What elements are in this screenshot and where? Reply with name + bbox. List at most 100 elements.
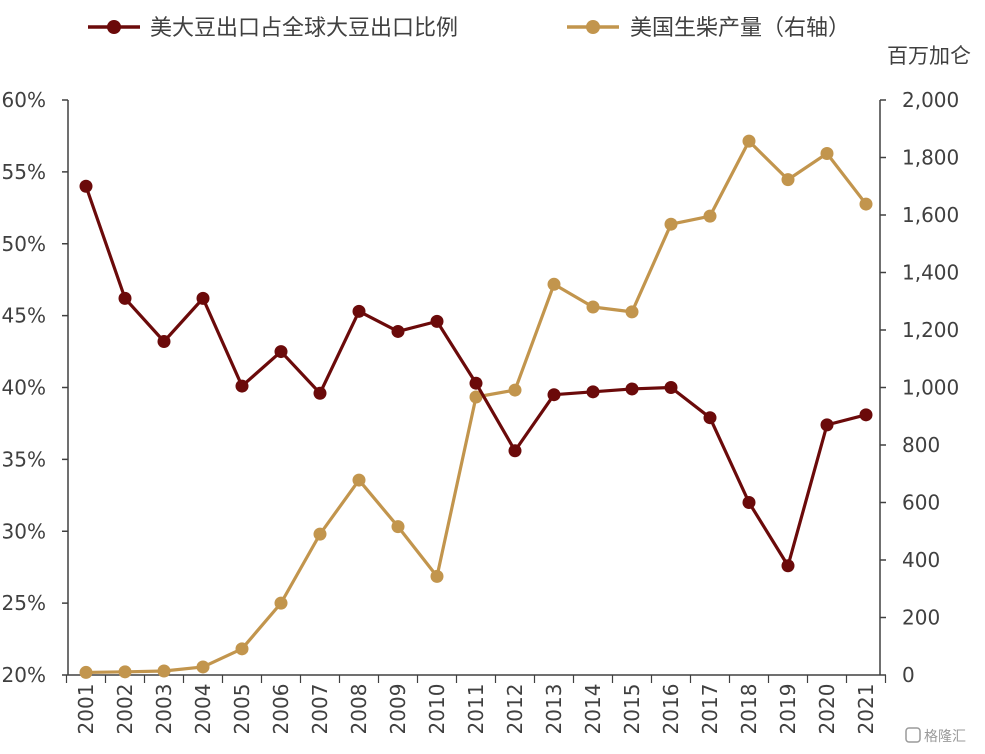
series-1-point bbox=[274, 345, 288, 359]
watermark-logo-icon bbox=[905, 727, 921, 743]
series-2-point bbox=[157, 664, 171, 678]
series-1-point bbox=[664, 381, 678, 394]
series-2-point bbox=[508, 383, 522, 397]
x-tick-label: 2009 bbox=[386, 684, 410, 735]
series-2-point bbox=[625, 305, 639, 319]
left-y-tick-label: 25% bbox=[2, 591, 46, 615]
series-1-point bbox=[508, 444, 522, 458]
series-1-point bbox=[391, 324, 405, 338]
x-tick-label: 2019 bbox=[776, 684, 800, 735]
x-tick-label: 2004 bbox=[191, 684, 215, 735]
axes: 20% 25% 30% 35% 40% 45% 50% 55% 60% 0 200 400 600 800… bbox=[2, 88, 960, 734]
x-tick-label: 2016 bbox=[659, 684, 683, 735]
series-2-point bbox=[313, 527, 327, 541]
series-1-point bbox=[79, 179, 93, 193]
x-tick-label: 2001 bbox=[74, 684, 98, 735]
x-tick-label: 2010 bbox=[425, 684, 449, 735]
series-1-point bbox=[703, 411, 717, 425]
series-1-point bbox=[625, 382, 639, 396]
series-2 bbox=[79, 134, 873, 679]
x-tick-label: 2013 bbox=[542, 684, 566, 735]
right-y-tick-label: 1,200 bbox=[902, 318, 959, 342]
series-1-point bbox=[118, 291, 132, 305]
right-y-tick-label: 2,000 bbox=[902, 88, 959, 112]
series-1-point bbox=[742, 496, 756, 509]
x-tick-label: 2011 bbox=[464, 684, 488, 735]
series-1-point bbox=[820, 418, 834, 432]
x-tick-label: 2005 bbox=[230, 684, 254, 735]
series-2-point bbox=[820, 146, 834, 160]
watermark-text: 格隆汇 bbox=[924, 729, 966, 745]
series-1-point bbox=[469, 376, 483, 390]
series-2-point bbox=[781, 173, 795, 187]
series-2-point bbox=[196, 660, 210, 674]
right-axis-unit-label: 百万加仑 bbox=[887, 44, 971, 68]
series-2-point bbox=[79, 665, 93, 679]
series-2-point bbox=[742, 134, 756, 148]
right-y-tick-label: 200 bbox=[902, 606, 940, 630]
series-2-point bbox=[703, 209, 717, 223]
series-2-point bbox=[430, 569, 444, 583]
x-tick-label: 2017 bbox=[698, 684, 722, 735]
series-2-point bbox=[352, 473, 366, 487]
x-tick-label: 2021 bbox=[854, 684, 878, 735]
legend-item-2: 美国生柴产量（右轴） bbox=[567, 16, 850, 41]
series-1-point bbox=[781, 559, 795, 573]
x-tick-label: 2018 bbox=[737, 684, 761, 735]
legend-label: 美大豆出口占全球大豆出口比例 bbox=[150, 16, 458, 41]
left-y-tick-label: 50% bbox=[2, 232, 46, 256]
right-y-tick-label: 0 bbox=[902, 663, 915, 687]
left-y-tick-label: 60% bbox=[2, 88, 46, 112]
legend-label: 美国生柴产量（右轴） bbox=[630, 16, 850, 41]
x-tick-label: 2020 bbox=[815, 684, 839, 735]
legend-swatch-marker bbox=[586, 20, 600, 34]
legend-swatch-marker bbox=[107, 20, 121, 34]
series-1-point bbox=[157, 335, 171, 348]
series-1-point bbox=[313, 386, 327, 400]
series-2-point bbox=[859, 197, 873, 211]
series-2-point bbox=[391, 520, 405, 534]
left-y-tick-label: 55% bbox=[2, 160, 46, 184]
series-2-point bbox=[118, 665, 132, 679]
series-1-point bbox=[547, 388, 561, 402]
series-2-point bbox=[664, 217, 678, 231]
series-layer bbox=[79, 134, 873, 679]
legend-item-1: 美大豆出口占全球大豆出口比例 bbox=[88, 16, 458, 41]
x-tick-label: 2002 bbox=[113, 684, 137, 735]
series-1-point bbox=[859, 408, 873, 422]
left-y-tick-label: 20% bbox=[2, 663, 46, 687]
watermark: 格隆汇 bbox=[905, 727, 966, 745]
right-y-tick-label: 800 bbox=[902, 433, 940, 457]
x-tick-label: 2008 bbox=[347, 684, 371, 735]
series-1-point bbox=[430, 314, 444, 328]
series-1-point bbox=[196, 291, 210, 305]
series-2-point bbox=[274, 596, 288, 610]
x-tick-label: 2006 bbox=[269, 684, 293, 735]
series-2-point bbox=[235, 642, 249, 656]
series-1 bbox=[79, 179, 873, 573]
legend: 美大豆出口占全球大豆出口比例 美国生柴产量（右轴） bbox=[88, 16, 850, 41]
left-y-tick-label: 40% bbox=[2, 376, 46, 400]
left-y-tick-label: 45% bbox=[2, 304, 46, 328]
right-y-tick-label: 1,800 bbox=[902, 146, 959, 170]
x-tick-label: 2003 bbox=[152, 684, 176, 735]
series-2-point bbox=[469, 390, 483, 404]
series-1-point bbox=[586, 385, 600, 399]
right-y-tick-label: 1,400 bbox=[902, 261, 959, 285]
series-2-point bbox=[586, 300, 600, 314]
right-y-tick-label: 1,000 bbox=[902, 376, 959, 400]
right-y-tick-label: 400 bbox=[902, 548, 940, 572]
series-2-line bbox=[85, 139, 868, 675]
left-y-tick-label: 35% bbox=[2, 447, 46, 471]
x-tick-label: 2015 bbox=[620, 684, 644, 735]
x-tick-label: 2007 bbox=[308, 684, 332, 735]
left-y-tick-label: 30% bbox=[2, 519, 46, 543]
series-2-point bbox=[547, 277, 561, 291]
right-y-tick-label: 600 bbox=[902, 491, 940, 515]
x-tick-label: 2014 bbox=[581, 684, 605, 735]
right-y-tick-label: 1,600 bbox=[902, 203, 959, 227]
series-1-point bbox=[235, 379, 249, 393]
series-1-point bbox=[352, 304, 366, 318]
x-tick-label: 2012 bbox=[503, 684, 527, 735]
